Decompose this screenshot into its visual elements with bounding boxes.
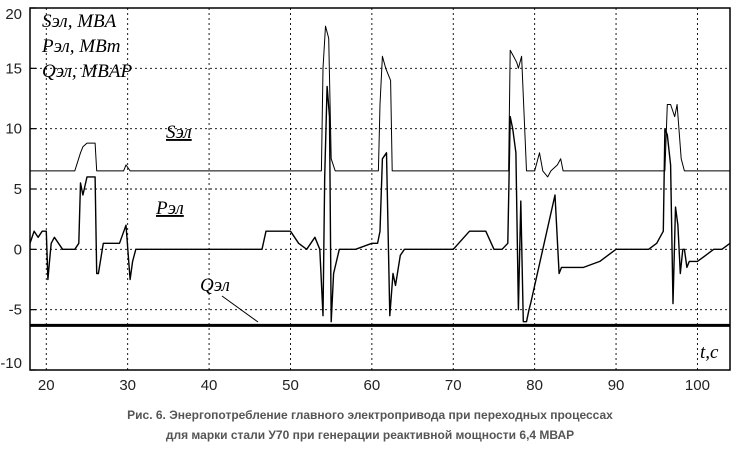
x-tick-label: 60 xyxy=(364,377,381,394)
x-tick-label: 90 xyxy=(608,377,625,394)
x-tick-label: 20 xyxy=(38,377,55,394)
legend-entry-s: Sэл, MBA xyxy=(42,11,117,32)
figure-caption-line-2: для марки стали У70 при генерации реакти… xyxy=(165,428,575,442)
legend-entry-q: Qэл, MBAP xyxy=(42,61,132,82)
plot-frame xyxy=(29,7,731,371)
series-line-s xyxy=(30,25,730,178)
annotation-s: Sэл xyxy=(166,122,192,143)
legend-entry-p: Pэл, MBm xyxy=(41,36,120,57)
x-tick-label: 80 xyxy=(526,377,543,394)
y-tick-label: -5 xyxy=(9,302,22,319)
y-tick-label: 20 xyxy=(5,6,22,23)
x-tick-label: 40 xyxy=(201,377,218,394)
figure-caption-line-1: Рис. 6. Энергопотребление главного элект… xyxy=(127,408,613,422)
annotation-q: Qэл xyxy=(200,275,230,296)
y-tick-label: -10 xyxy=(0,355,22,372)
y-tick-label: 5 xyxy=(14,181,22,198)
annotation-q-leader xyxy=(221,295,259,323)
annotation-p: Pэл xyxy=(155,198,184,219)
y-tick-label: 0 xyxy=(14,241,22,258)
x-tick-label: 100 xyxy=(685,377,710,394)
series-layer xyxy=(29,25,731,327)
series-line-p xyxy=(29,85,731,323)
x-axis-label: t,c xyxy=(700,342,719,363)
x-tick-label: 30 xyxy=(119,377,136,394)
x-tick-label: 50 xyxy=(282,377,299,394)
y-tick-label: 15 xyxy=(5,60,22,77)
y-tick-label: 10 xyxy=(5,121,22,138)
grid-lines xyxy=(30,8,730,370)
tick-marks xyxy=(30,7,36,371)
x-tick-label: 70 xyxy=(445,377,462,394)
